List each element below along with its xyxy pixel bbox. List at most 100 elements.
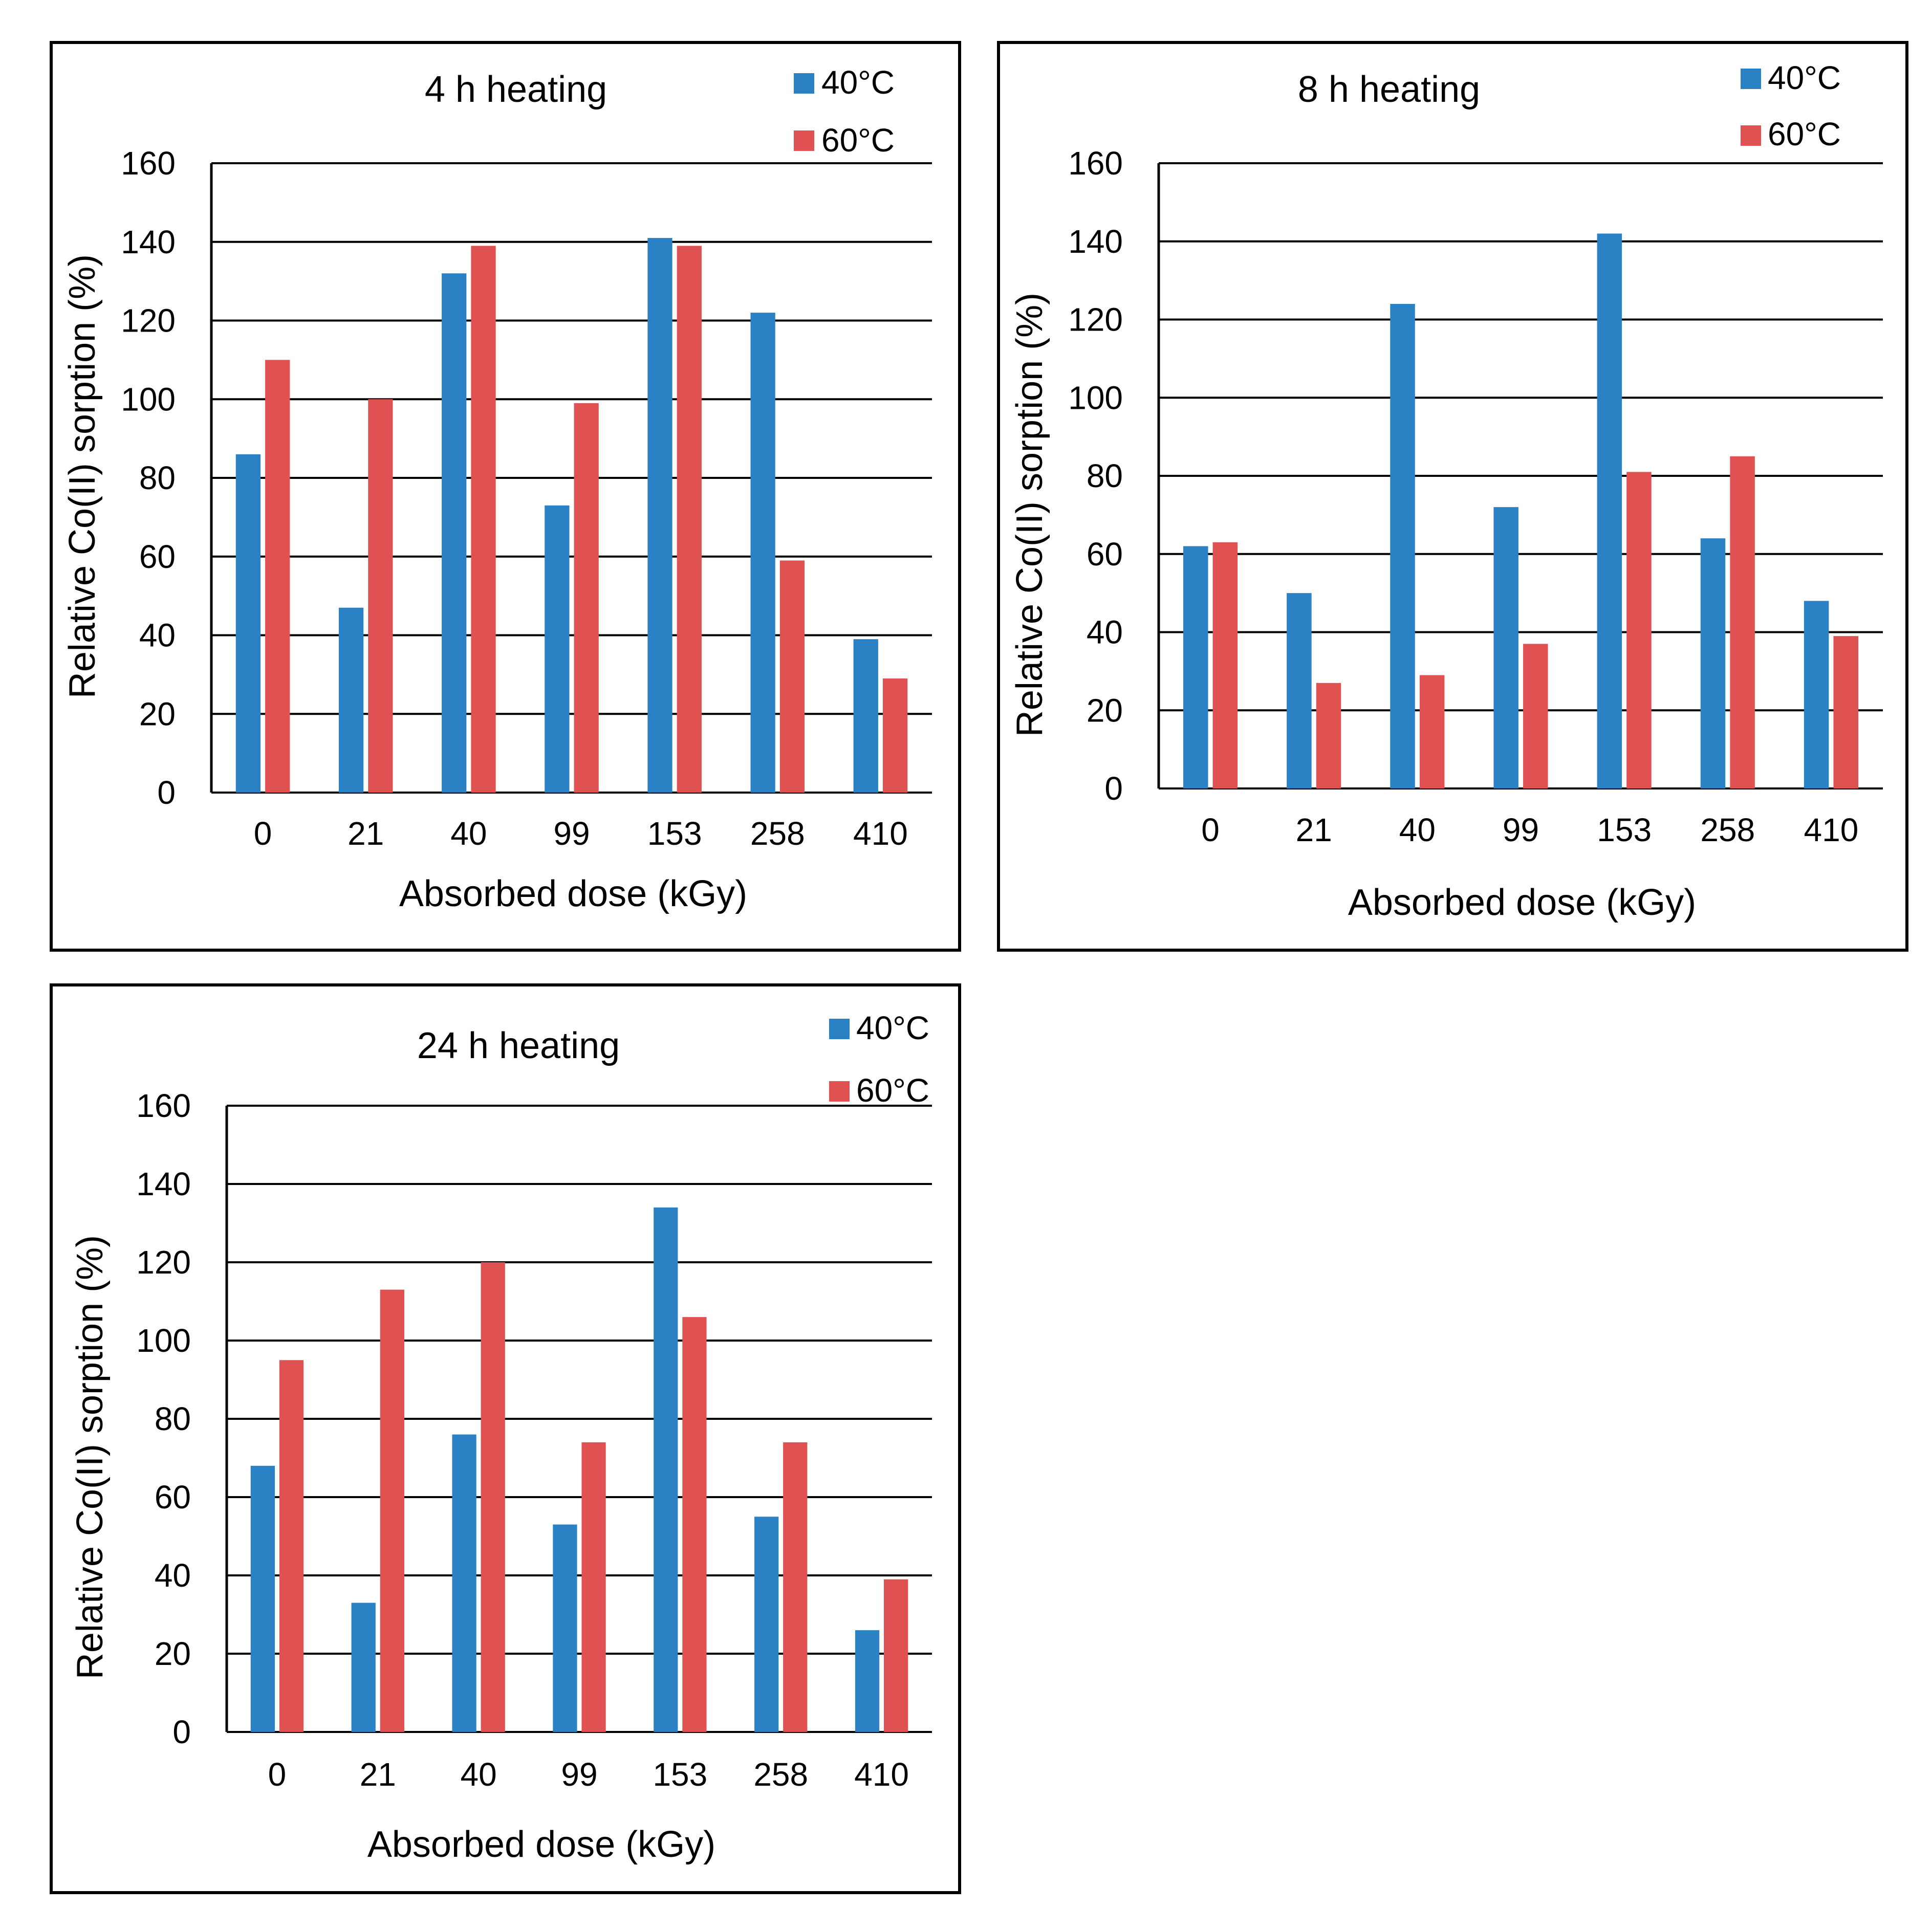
bar-40c-258 [1700, 538, 1726, 788]
y-tick-label: 100 [136, 1322, 191, 1359]
x-tick-label: 410 [1804, 811, 1859, 848]
x-tick-label: 21 [348, 815, 384, 852]
y-tick-label: 20 [139, 695, 176, 732]
bar-40c-258 [750, 313, 775, 793]
y-tick-label: 160 [1068, 145, 1123, 182]
gridlines [211, 162, 932, 794]
bar-60c-0 [279, 1360, 304, 1732]
chart-title: 24 h heating [417, 1025, 620, 1066]
y-tick-label: 60 [139, 538, 176, 575]
legend-swatch-60 [829, 1081, 850, 1102]
legend: 40°C 60°C [829, 1010, 929, 1109]
y-tick-label: 40 [155, 1557, 191, 1594]
bar-40c-0 [235, 454, 261, 793]
bar-60c-99 [574, 403, 599, 793]
bar-40c-410 [855, 1630, 880, 1732]
bar-40c-21 [338, 607, 364, 793]
x-tick-label: 0 [254, 815, 272, 852]
legend-label-60: 60°C [821, 122, 895, 159]
x-tick-label: 99 [1503, 811, 1539, 848]
x-ticks: 0 21 40 99 153 258 410 [254, 815, 908, 852]
y-tick-label: 40 [139, 617, 176, 654]
bar-40c-410 [853, 639, 878, 793]
chart-title: 4 h heating [425, 69, 607, 110]
y-tick-label: 0 [172, 1714, 191, 1750]
x-tick-label: 99 [561, 1756, 597, 1793]
bar-60c-40 [1419, 675, 1445, 788]
bar-40c-99 [545, 505, 570, 793]
legend: 40°C 60°C [794, 64, 895, 159]
y-tick-label: 40 [1087, 614, 1123, 651]
bar-60c-410 [884, 1579, 908, 1732]
x-tick-label: 410 [854, 1756, 909, 1793]
legend-swatch-60 [794, 130, 814, 151]
bar-60c-410 [1833, 636, 1858, 788]
bar-40c-99 [1493, 507, 1518, 788]
y-tick-label: 80 [1087, 457, 1123, 494]
x-axis-label: Absorbed dose (kGy) [1348, 882, 1696, 923]
x-tick-label: 99 [553, 815, 590, 852]
bar-60c-410 [882, 678, 908, 793]
y-tick-label: 140 [1068, 223, 1123, 260]
bar-60c-258 [783, 1442, 808, 1732]
x-tick-label: 258 [750, 815, 805, 852]
chart-panel-4h: 4 h heating 40°C 60°C 0 20 40 60 80 100 120 140… [50, 41, 961, 952]
bar-40c-0 [1183, 546, 1208, 788]
y-tick-label: 80 [155, 1400, 191, 1437]
x-tick-label: 0 [268, 1756, 287, 1793]
y-tick-label: 80 [139, 459, 176, 496]
chart-panel-8h: 8 h heating 40°C 60°C 0 20 40 60 80 100 120 140… [997, 41, 1908, 952]
legend-label-40: 40°C [821, 64, 895, 101]
y-tick-label: 120 [1068, 301, 1123, 338]
bar-60c-153 [1626, 472, 1652, 788]
bar-40c-258 [754, 1517, 779, 1732]
x-tick-label: 258 [1700, 811, 1755, 848]
y-tick-label: 20 [155, 1635, 191, 1672]
bar-40c-153 [654, 1207, 678, 1732]
bar-chart-8h: 8 h heating 40°C 60°C 0 20 40 60 80 100 120 140… [1009, 59, 1883, 923]
y-axis-label: Relative Co(II) sorption (%) [62, 254, 103, 698]
x-axis-label: Absorbed dose (kGy) [399, 873, 747, 914]
legend-label-40: 40°C [856, 1010, 929, 1046]
bar-60c-40 [481, 1262, 505, 1732]
bar-60c-0 [1212, 542, 1238, 788]
bar-60c-40 [471, 246, 496, 793]
bar-40c-40 [452, 1434, 476, 1732]
bar-60c-258 [779, 560, 805, 793]
legend-label-40: 40°C [1768, 59, 1841, 96]
bar-60c-99 [1523, 644, 1548, 788]
x-tick-label: 0 [1201, 811, 1220, 848]
y-tick-label: 60 [1087, 536, 1123, 573]
x-tick-label: 410 [853, 815, 908, 852]
legend-swatch-60 [1741, 125, 1761, 146]
chart-title: 8 h heating [1298, 69, 1480, 110]
x-tick-label: 40 [1399, 811, 1436, 848]
bar-60c-21 [368, 399, 393, 793]
y-ticks: 0 20 40 60 80 100 120 140 160 [121, 145, 176, 811]
x-tick-label: 258 [753, 1756, 808, 1793]
y-axis-label: Relative Co(II) sorption (%) [70, 1235, 111, 1679]
y-tick-label: 160 [121, 145, 176, 182]
bar-60c-21 [1316, 683, 1341, 788]
bar-60c-21 [380, 1289, 404, 1732]
x-tick-label: 153 [1597, 811, 1652, 848]
legend-swatch-40 [829, 1019, 850, 1039]
y-tick-label: 0 [157, 774, 176, 811]
bar-40c-99 [553, 1524, 577, 1732]
y-tick-label: 100 [1068, 379, 1123, 416]
chart-panel-24h: 24 h heating 40°C 60°C 0 20 40 60 80 100 120 14… [50, 983, 961, 1894]
bar-40c-21 [351, 1603, 376, 1732]
x-tick-label: 40 [461, 1756, 497, 1793]
y-tick-label: 140 [136, 1166, 191, 1202]
y-tick-label: 140 [121, 224, 176, 260]
bar-60c-99 [581, 1442, 606, 1732]
bar-60c-258 [1730, 456, 1755, 788]
legend-label-60: 60°C [1768, 116, 1841, 152]
x-ticks: 0 21 40 99 153 258 410 [268, 1756, 909, 1793]
bar-60c-153 [677, 246, 702, 793]
y-tick-label: 0 [1104, 770, 1123, 807]
x-ticks: 0 21 40 99 153 258 410 [1201, 811, 1858, 848]
bar-40c-21 [1287, 593, 1312, 788]
y-tick-label: 20 [1087, 692, 1123, 729]
bar-chart-24h: 24 h heating 40°C 60°C 0 20 40 60 80 100 120 14… [70, 1010, 932, 1865]
